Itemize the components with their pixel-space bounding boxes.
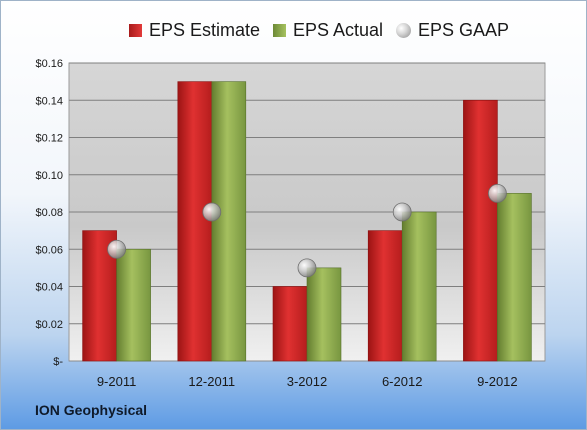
y-tick-label: $0.10 <box>35 170 63 182</box>
plot-area: $- $0.02 $0.04 $0.06 $0.08 $0.10 $0.12 $0.14 $0.… <box>35 58 546 389</box>
bar-eps-estimate <box>463 99 498 362</box>
legend-label-actual: EPS Actual <box>293 19 384 40</box>
y-tick-label: $0.06 <box>35 244 63 256</box>
bar-eps-actual <box>401 211 437 362</box>
y-tick-label: $0.04 <box>35 282 63 294</box>
legend-swatch-estimate <box>129 23 142 37</box>
marker-eps-gaap <box>487 183 507 203</box>
bar-eps-estimate <box>272 286 308 362</box>
x-tick-label: 3-2012 <box>287 374 327 389</box>
y-tick-label: $0.16 <box>35 58 63 70</box>
legend-label-estimate: EPS Estimate <box>149 19 261 40</box>
legend-swatch-actual <box>273 23 286 37</box>
bar-eps-actual <box>116 248 151 362</box>
x-tick-label: 9-2011 <box>97 374 137 389</box>
marker-eps-gaap <box>202 202 222 222</box>
y-tick-label: $0.02 <box>35 319 63 331</box>
company-name: ION Geophysical <box>35 402 148 418</box>
bar-eps-estimate <box>177 81 213 362</box>
marker-eps-gaap <box>297 258 317 278</box>
y-tick-label: $0.14 <box>35 95 63 107</box>
legend-label-gaap: EPS GAAP <box>418 19 510 40</box>
legend-marker-gaap <box>396 22 411 38</box>
legend-item-actual: EPS Actual <box>273 15 383 45</box>
legend-item-estimate: EPS Estimate <box>129 15 260 45</box>
x-tick-label: 12-2011 <box>188 374 235 389</box>
y-tick-label: $0.08 <box>35 207 63 219</box>
marker-eps-gaap <box>392 202 412 222</box>
x-tick-label: 6-2012 <box>382 374 422 389</box>
bar-eps-actual <box>306 267 342 362</box>
chart-legend: EPS Estimate EPS Actual EPS GAAP <box>1 15 586 45</box>
bar-eps-actual <box>497 193 532 362</box>
x-tick-label: 9-2012 <box>477 374 517 389</box>
bar-eps-actual <box>211 81 247 362</box>
y-tick-label: $- <box>53 356 63 368</box>
marker-eps-gaap <box>107 239 126 259</box>
y-tick-label: $0.12 <box>35 133 63 145</box>
legend-item-gaap: EPS GAAP <box>396 15 509 45</box>
bar-eps-estimate <box>367 230 403 362</box>
